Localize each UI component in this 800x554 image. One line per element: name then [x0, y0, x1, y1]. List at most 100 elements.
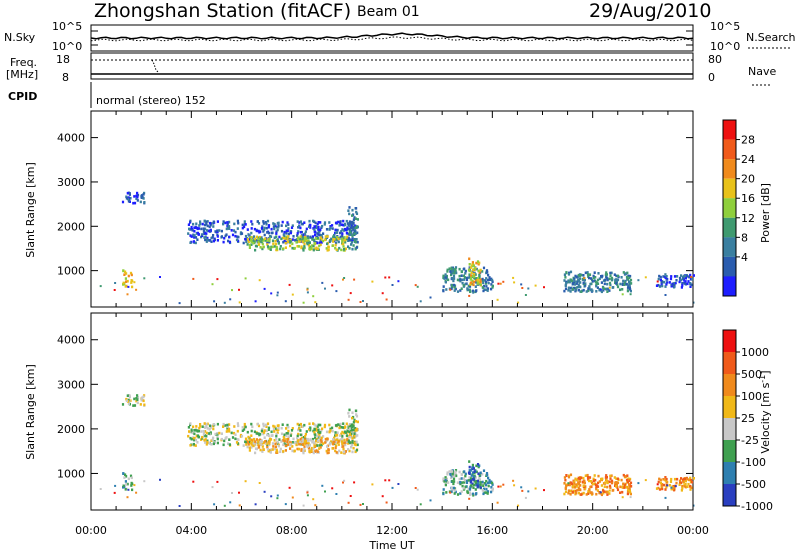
- data-cell: [218, 229, 221, 232]
- data-cell: [270, 448, 273, 451]
- data-cell: [625, 275, 629, 279]
- data-cell: [474, 289, 477, 293]
- data-cell: [331, 224, 334, 227]
- data-cell: [287, 437, 290, 441]
- colorbar-frame: [722, 119, 737, 297]
- data-cell: [670, 275, 673, 278]
- data-cell: [349, 441, 352, 445]
- data-cell: [563, 482, 566, 485]
- data-cell: [347, 501, 350, 504]
- data-cell: [304, 230, 307, 233]
- data-cell: [602, 279, 606, 282]
- data-cell: [476, 479, 479, 483]
- data-cell: [664, 294, 667, 296]
- data-cell: [664, 273, 667, 276]
- data-cell: [272, 242, 275, 246]
- data-cell: [353, 481, 356, 484]
- data-cell: [442, 477, 445, 480]
- colorbar-tick-label: -100: [741, 456, 766, 469]
- data-cell: [309, 426, 312, 430]
- data-cell: [600, 493, 603, 497]
- data-cell: [340, 223, 343, 226]
- data-cell: [673, 285, 676, 289]
- data-cell: [460, 274, 463, 277]
- data-cell: [274, 427, 277, 430]
- data-cell: [262, 222, 265, 225]
- colorbar-swatch: [723, 159, 736, 179]
- data-cell: [348, 423, 351, 426]
- data-cell: [203, 422, 206, 425]
- data-cell: [263, 431, 266, 434]
- cpid-value: normal (stereo) 152: [96, 94, 206, 107]
- data-cell: [223, 301, 226, 304]
- data-cell: [313, 247, 317, 251]
- data-cell: [563, 492, 566, 496]
- data-cell: [469, 283, 472, 286]
- data-cell: [460, 287, 463, 290]
- data-cell: [283, 234, 286, 238]
- data-cell: [250, 429, 253, 433]
- data-cell: [450, 490, 453, 494]
- data-cell: [445, 277, 448, 280]
- data-cell: [314, 433, 317, 436]
- data-cell: [314, 436, 317, 439]
- data-cell: [625, 485, 628, 489]
- y-tick-label: 2000: [57, 423, 85, 436]
- data-cell: [657, 480, 660, 484]
- data-cell: [212, 220, 215, 224]
- data-cell: [220, 235, 223, 238]
- data-cell: [680, 274, 683, 277]
- data-cell: [469, 486, 472, 489]
- data-cell: [563, 476, 566, 479]
- data-cell: [485, 285, 488, 288]
- data-cell: [327, 448, 330, 452]
- data-cell: [573, 283, 577, 286]
- data-cell: [285, 434, 288, 438]
- data-cell: [222, 220, 225, 223]
- data-cell: [250, 434, 253, 437]
- data-cell: [233, 222, 236, 226]
- data-cell: [450, 267, 454, 271]
- data-cell: [473, 480, 476, 483]
- data-cell: [448, 267, 451, 270]
- data-cell: [569, 290, 572, 293]
- data-cell: [689, 484, 692, 488]
- data-cell: [227, 427, 230, 431]
- data-cell: [244, 277, 247, 280]
- data-cell: [680, 286, 683, 289]
- data-cell: [325, 247, 328, 250]
- data-cell: [683, 274, 687, 278]
- data-cell: [250, 441, 253, 445]
- data-cell: [595, 290, 598, 293]
- data-cell: [584, 271, 587, 275]
- data-cell: [490, 490, 493, 494]
- data-cell: [458, 477, 461, 481]
- data-cell: [271, 434, 274, 437]
- data-cell: [303, 245, 306, 248]
- data-cell: [336, 231, 339, 234]
- data-cell: [206, 441, 209, 444]
- data-cell: [241, 223, 244, 227]
- data-cell: [582, 491, 585, 495]
- data-cell: [334, 246, 337, 250]
- data-cell: [521, 287, 524, 289]
- data-cell: [187, 434, 190, 438]
- data-cell: [471, 466, 474, 469]
- data-cell: [271, 245, 274, 249]
- colorbar-swatch: [723, 198, 736, 218]
- data-cell: [458, 274, 461, 278]
- noise-left-label: N.Sky: [4, 31, 36, 44]
- data-cell: [665, 278, 668, 281]
- data-cell: [216, 480, 219, 483]
- data-cell: [460, 477, 463, 480]
- data-cell: [517, 504, 520, 507]
- data-cell: [246, 238, 249, 241]
- data-cell: [271, 448, 274, 451]
- data-cell: [297, 245, 301, 248]
- colorbar-tick-label: 28: [741, 134, 755, 147]
- data-cell: [596, 489, 599, 492]
- data-cell: [272, 424, 275, 428]
- data-cell: [451, 479, 454, 483]
- data-cell: [468, 294, 471, 297]
- data-cell: [608, 489, 611, 492]
